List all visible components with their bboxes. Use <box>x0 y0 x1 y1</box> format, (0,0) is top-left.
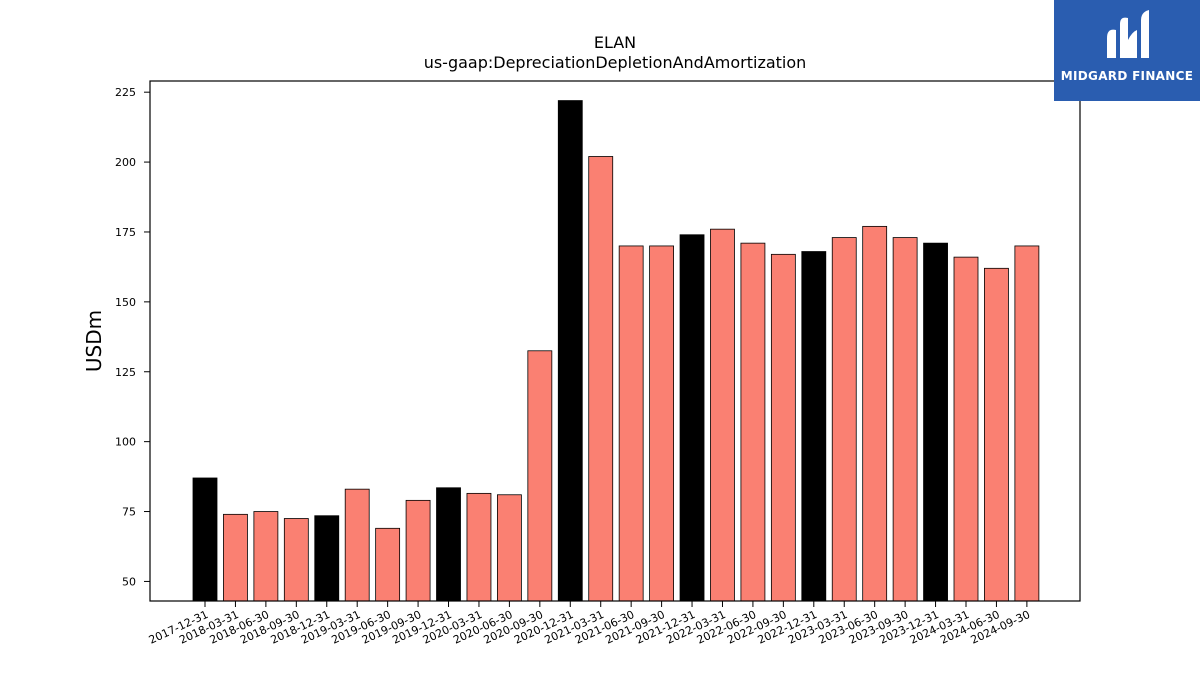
bar-2019-12-31 <box>436 487 461 602</box>
y-tick-label: 50 <box>122 575 136 588</box>
bar-2021-03-31 <box>588 156 614 602</box>
bar-2021-12-31 <box>679 234 705 602</box>
chart-subtitle: us-gaap:DepreciationDepletionAndAmortiza… <box>423 53 807 72</box>
plot-frame <box>149 80 1081 602</box>
bar-2018-03-31 <box>223 513 248 602</box>
bar-2022-12-31 <box>801 251 827 602</box>
bar-2019-06-30 <box>375 527 401 602</box>
bar-2017-12-31 <box>192 477 218 602</box>
bar-2020-03-31 <box>466 492 492 602</box>
brand-name: MIDGARD FINANCE <box>1060 69 1194 83</box>
y-axis-label: USDm <box>82 310 106 372</box>
y-tick-label: 100 <box>115 436 136 449</box>
bar-2021-09-30 <box>649 245 674 602</box>
bar-2020-12-31 <box>557 100 583 602</box>
bar-2022-06-30 <box>740 242 766 602</box>
bar-2024-09-30 <box>1014 245 1040 602</box>
y-tick-label: 125 <box>115 366 136 379</box>
y-tick-label: 225 <box>115 86 136 99</box>
bar-2023-12-31 <box>923 242 948 602</box>
bar-2022-03-31 <box>710 228 735 602</box>
y-tick-label: 150 <box>115 296 136 309</box>
bar-2023-03-31 <box>831 237 857 602</box>
chart-title: ELAN <box>593 33 637 52</box>
brand-logo: MIDGARD FINANCE <box>1054 0 1200 101</box>
y-tick-label: 200 <box>115 156 136 169</box>
bar-2020-06-30 <box>496 494 522 602</box>
bar-2020-09-30 <box>527 350 553 602</box>
bar-2024-03-31 <box>953 256 979 602</box>
y-tick-label: 175 <box>115 226 136 239</box>
y-axis: 50 75 100 125 150 175 200 225 <box>115 86 150 588</box>
bar-2023-06-30 <box>862 225 888 602</box>
bar-2019-03-31 <box>344 488 370 602</box>
bar-2018-12-31 <box>314 515 340 602</box>
bar-2021-06-30 <box>618 245 644 602</box>
midgard-logo-icon <box>1107 10 1149 59</box>
bar-2023-09-30 <box>892 237 918 602</box>
y-tick-label: 75 <box>122 506 136 519</box>
bar-2024-06-30 <box>984 267 1009 602</box>
bar-2018-09-30 <box>283 518 309 602</box>
bar-2018-06-30 <box>253 511 279 602</box>
x-axis: 2017-12-312018-03-312018-06-302018-09-30… <box>147 601 1032 647</box>
bar-2022-09-30 <box>770 253 796 602</box>
bars-group <box>192 100 1040 602</box>
bar-2019-09-30 <box>405 499 431 602</box>
